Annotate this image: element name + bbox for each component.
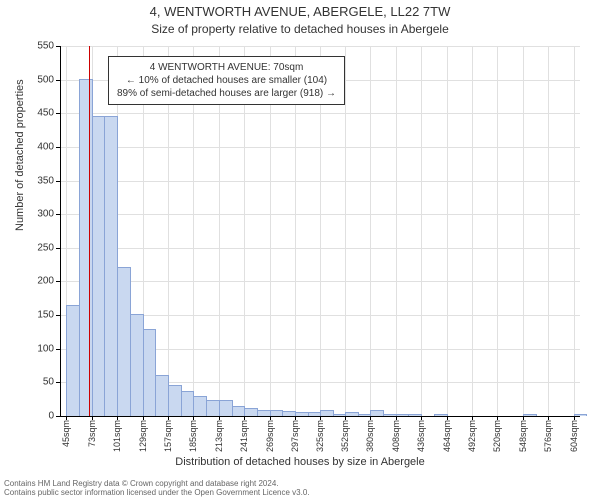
- xtick-label: 548sqm: [518, 420, 528, 452]
- xtick-label: 520sqm: [492, 420, 502, 452]
- plot-area: 05010015020025030035040045050055045sqm73…: [60, 46, 580, 416]
- histogram-bar: [181, 391, 195, 416]
- histogram-bar: [79, 79, 93, 416]
- xtick-label: 157sqm: [163, 420, 173, 452]
- grid-line-v: [523, 46, 524, 416]
- ytick-label: 0: [48, 411, 54, 422]
- ytick-label: 400: [37, 141, 54, 152]
- ytick-label: 100: [37, 343, 54, 354]
- info-line-property: 4 WENTWORTH AVENUE: 70sqm: [117, 61, 336, 74]
- chart-subtitle: Size of property relative to detached ho…: [0, 20, 600, 36]
- xtick-label: 241sqm: [239, 420, 249, 452]
- xtick-label: 436sqm: [416, 420, 426, 452]
- histogram-bar: [130, 314, 144, 416]
- histogram-bar: [232, 406, 246, 416]
- grid-line-v: [396, 46, 397, 416]
- ytick-label: 150: [37, 310, 54, 321]
- info-box: 4 WENTWORTH AVENUE: 70sqm ← 10% of detac…: [108, 56, 345, 105]
- x-axis-label: Distribution of detached houses by size …: [0, 456, 600, 468]
- ytick-label: 250: [37, 242, 54, 253]
- xtick-label: 604sqm: [569, 420, 579, 452]
- xtick-label: 129sqm: [138, 420, 148, 452]
- xtick-label: 464sqm: [442, 420, 452, 452]
- xtick-label: 380sqm: [365, 420, 375, 452]
- grid-line-v: [370, 46, 371, 416]
- grid-line-v: [574, 46, 575, 416]
- histogram-bar: [143, 329, 157, 416]
- histogram-bar: [117, 267, 131, 416]
- ytick-label: 200: [37, 276, 54, 287]
- histogram-bar: [193, 396, 207, 416]
- xtick-label: 101sqm: [112, 420, 122, 452]
- histogram-bar: [168, 385, 182, 416]
- xtick-label: 352sqm: [340, 420, 350, 452]
- xtick-label: 492sqm: [467, 420, 477, 452]
- xtick-label: 408sqm: [391, 420, 401, 452]
- info-line-larger: 89% of semi-detached houses are larger (…: [117, 87, 336, 100]
- y-axis-label: Number of detached properties: [14, 79, 26, 231]
- ytick-label: 450: [37, 108, 54, 119]
- reference-line: [89, 46, 90, 416]
- grid-line-v: [421, 46, 422, 416]
- xtick-label: 213sqm: [214, 420, 224, 452]
- y-axis-line: [60, 46, 61, 416]
- xtick-label: 325sqm: [315, 420, 325, 452]
- ytick-label: 350: [37, 175, 54, 186]
- footer-attribution: Contains HM Land Registry data © Crown c…: [4, 480, 310, 498]
- histogram-bar: [92, 116, 106, 416]
- grid-line-v: [345, 46, 346, 416]
- chart-container: 4, WENTWORTH AVENUE, ABERGELE, LL22 7TW …: [0, 0, 600, 500]
- histogram-bar: [155, 375, 169, 416]
- histogram-bar: [66, 305, 80, 416]
- grid-line-v: [447, 46, 448, 416]
- ytick-label: 550: [37, 41, 54, 52]
- xtick-label: 45sqm: [61, 420, 71, 447]
- xtick-label: 269sqm: [265, 420, 275, 452]
- xtick-label: 576sqm: [543, 420, 553, 452]
- grid-line-v: [497, 46, 498, 416]
- ytick-label: 500: [37, 74, 54, 85]
- chart-title-address: 4, WENTWORTH AVENUE, ABERGELE, LL22 7TW: [0, 0, 600, 20]
- histogram-bar: [244, 408, 258, 416]
- grid-line-v: [548, 46, 549, 416]
- info-line-smaller: ← 10% of detached houses are smaller (10…: [117, 74, 336, 87]
- ytick-label: 50: [43, 377, 54, 388]
- xtick-label: 185sqm: [188, 420, 198, 452]
- ytick-label: 300: [37, 209, 54, 220]
- histogram-bar: [206, 400, 220, 416]
- histogram-bar: [219, 400, 233, 416]
- x-axis-line: [60, 416, 580, 417]
- grid-line-v: [472, 46, 473, 416]
- xtick-label: 297sqm: [290, 420, 300, 452]
- xtick-label: 73sqm: [87, 420, 97, 447]
- histogram-bar: [104, 116, 118, 416]
- footer-line2: Contains public sector information licen…: [4, 489, 310, 498]
